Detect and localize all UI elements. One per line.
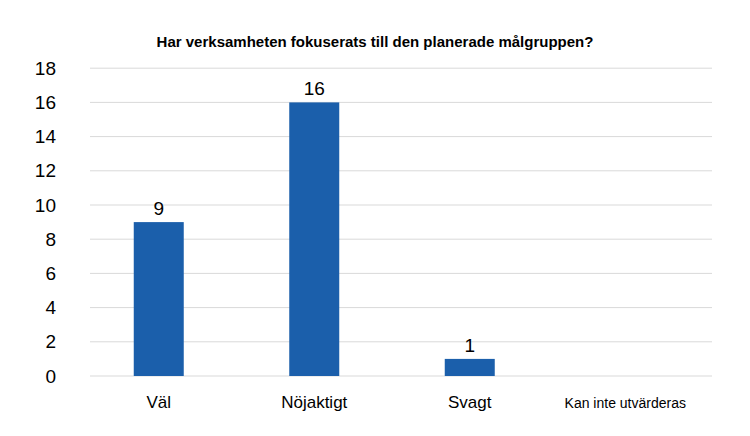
y-tick-label: 6 — [45, 263, 56, 284]
x-tick-label: Nöjaktigt — [281, 393, 347, 412]
y-tick-label: 10 — [35, 195, 56, 216]
y-tick-label: 18 — [35, 58, 56, 79]
chart-container: Har verksamheten fokuserats till den pla… — [0, 0, 750, 436]
y-tick-label: 0 — [45, 366, 56, 387]
x-tick-label: Svagt — [448, 393, 492, 412]
x-tick-label: Kan inte utvärderas — [565, 395, 686, 411]
data-label: 16 — [304, 78, 325, 99]
data-label: 9 — [153, 198, 164, 219]
grid-line — [90, 136, 712, 137]
grid-line — [90, 205, 712, 206]
grid-line — [90, 68, 712, 69]
chart-svg: Har verksamheten fokuserats till den pla… — [0, 0, 750, 436]
y-tick-label: 4 — [45, 297, 56, 318]
bar — [445, 359, 495, 376]
y-tick-label: 8 — [45, 229, 56, 250]
y-tick-label: 2 — [45, 331, 56, 352]
y-tick-label: 12 — [35, 160, 56, 181]
data-label: 1 — [464, 335, 475, 356]
grid-line — [90, 102, 712, 103]
grid-line — [90, 170, 712, 171]
bar — [289, 102, 339, 376]
chart-title: Har verksamheten fokuserats till den pla… — [157, 33, 594, 50]
x-tick-label: Väl — [146, 393, 171, 412]
y-tick-label: 16 — [35, 92, 56, 113]
bars — [134, 102, 495, 376]
bar — [134, 222, 184, 376]
y-tick-label: 14 — [35, 126, 57, 147]
